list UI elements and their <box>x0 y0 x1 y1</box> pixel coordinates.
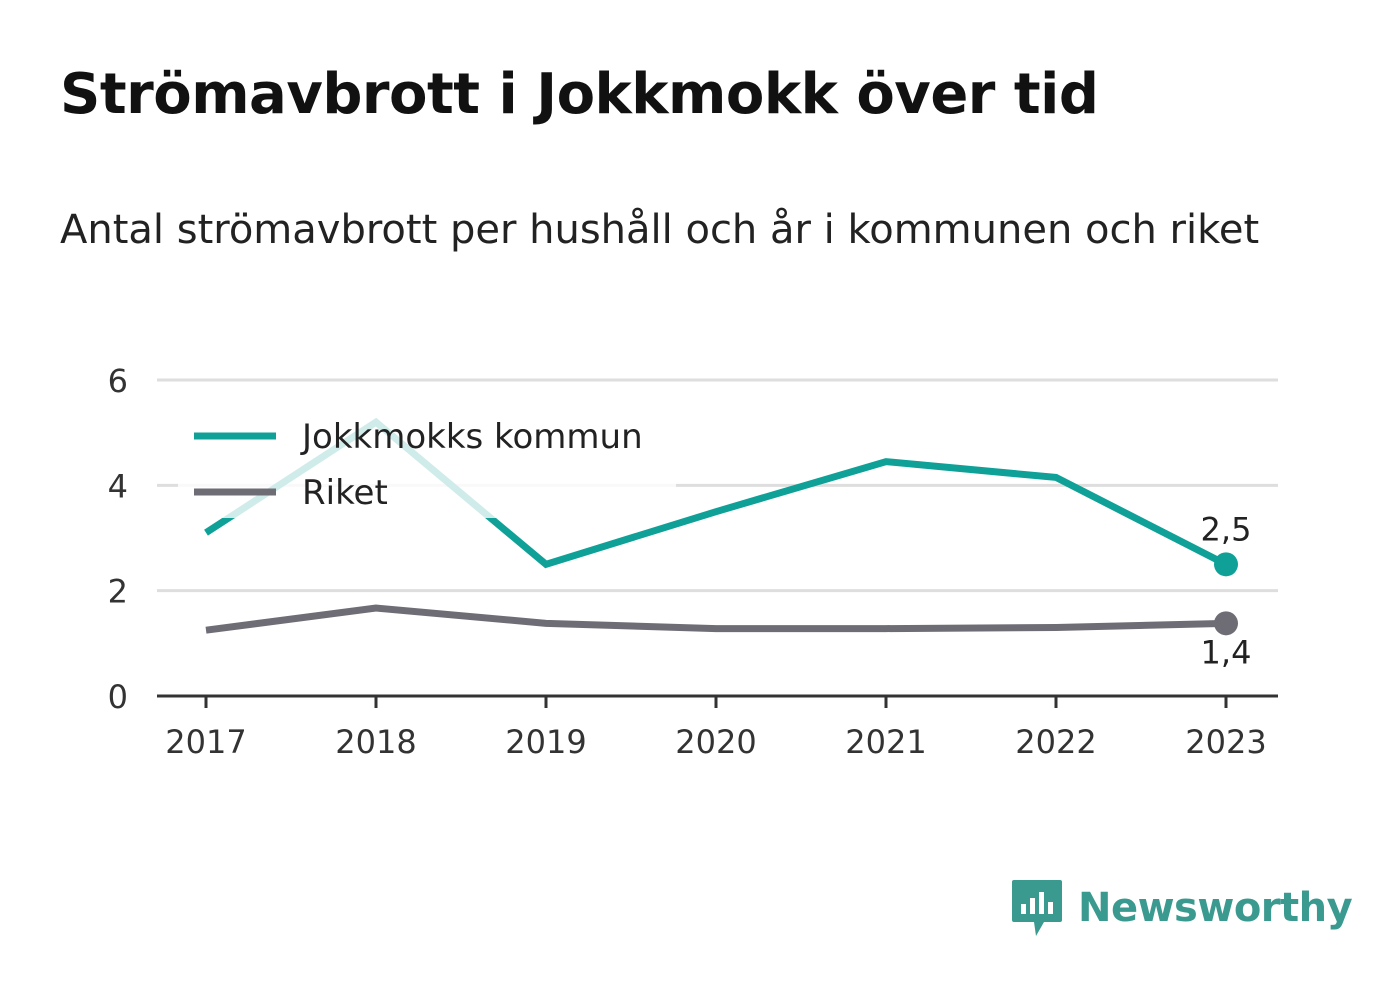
chart-title: Strömavbrott i Jokkmokk över tid <box>60 62 1099 127</box>
chart-subtitle: Antal strömavbrott per hushåll och år i … <box>60 207 1260 253</box>
x-tick-label-2023: 2023 <box>1185 723 1266 761</box>
series-line-riket <box>205 604 1227 634</box>
end-marker-1 <box>1214 611 1238 636</box>
end-label-1: 1,4 <box>1201 633 1252 671</box>
x-tick-label-2017: 2017 <box>165 723 246 761</box>
x-tick-label-2021: 2021 <box>845 723 926 761</box>
y-tick-label-6: 6 <box>108 362 128 400</box>
y-tick-label-4: 4 <box>108 467 128 505</box>
y-axis-ticks: 0 2 4 6 <box>108 362 128 716</box>
end-label-0: 2,5 <box>1201 510 1252 548</box>
newsworthy-logo-icon <box>1012 880 1062 936</box>
end-marker-0 <box>1214 552 1238 577</box>
y-tick-label-2: 2 <box>108 573 128 611</box>
end-markers: 2,5 1,4 <box>1201 510 1252 671</box>
x-tick-label-2022: 2022 <box>1015 723 1096 761</box>
legend-label-0: Jokkmokks kommun <box>300 417 643 457</box>
x-tick-label-2020: 2020 <box>675 723 756 761</box>
legend-label-1: Riket <box>302 473 388 513</box>
brand-logo: Newsworthy <box>1010 878 1353 938</box>
legend: Jokkmokks kommun Riket <box>178 400 676 518</box>
x-axis: 2017 2018 2019 2020 2021 2022 2023 <box>157 694 1278 761</box>
brand-name: Newsworthy <box>1078 885 1353 931</box>
x-tick-label-2018: 2018 <box>335 723 416 761</box>
x-tick-label-2019: 2019 <box>505 723 586 761</box>
y-tick-label-0: 0 <box>108 678 128 716</box>
legend-background <box>178 400 676 518</box>
